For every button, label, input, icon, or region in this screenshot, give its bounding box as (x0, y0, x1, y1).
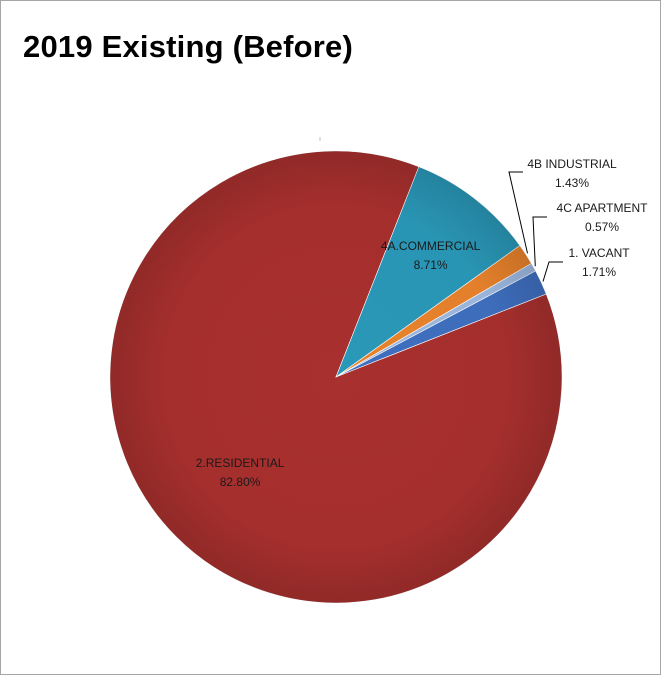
data-label-category: 4A.COMMERCIAL (381, 239, 481, 253)
leader-line-4b-industrial (508, 171, 528, 254)
data-label-1-vacant: 1. VACANT 1.71% (568, 246, 630, 279)
data-label-value: 82.80% (220, 475, 261, 489)
data-label-4c-apartment: 4C APARTMENT 0.57% (557, 201, 649, 234)
data-label-value: 1.43% (555, 176, 589, 190)
data-label-value: 0.57% (585, 220, 619, 234)
chart-title: 2019 Existing (Before) (23, 29, 354, 64)
data-label-4a-commercial: 4A.COMMERCIAL 8.71% (381, 239, 481, 272)
data-label-category: 1. VACANT (568, 246, 630, 260)
data-label-value: 1.71% (582, 265, 616, 279)
leader-line-4c-apartment (532, 216, 547, 267)
data-label-category: 4C APARTMENT (557, 201, 649, 215)
data-label-category: 2.RESIDENTIAL (196, 456, 285, 470)
data-label-value: 8.71% (414, 258, 448, 272)
leader-line-1-vacant (542, 261, 563, 282)
data-label-4b-industrial: 4B INDUSTRIAL 1.43% (527, 157, 617, 190)
data-label-2-residential: 2.RESIDENTIAL 82.80% (196, 456, 285, 489)
data-label-category: 4B INDUSTRIAL (527, 157, 617, 171)
